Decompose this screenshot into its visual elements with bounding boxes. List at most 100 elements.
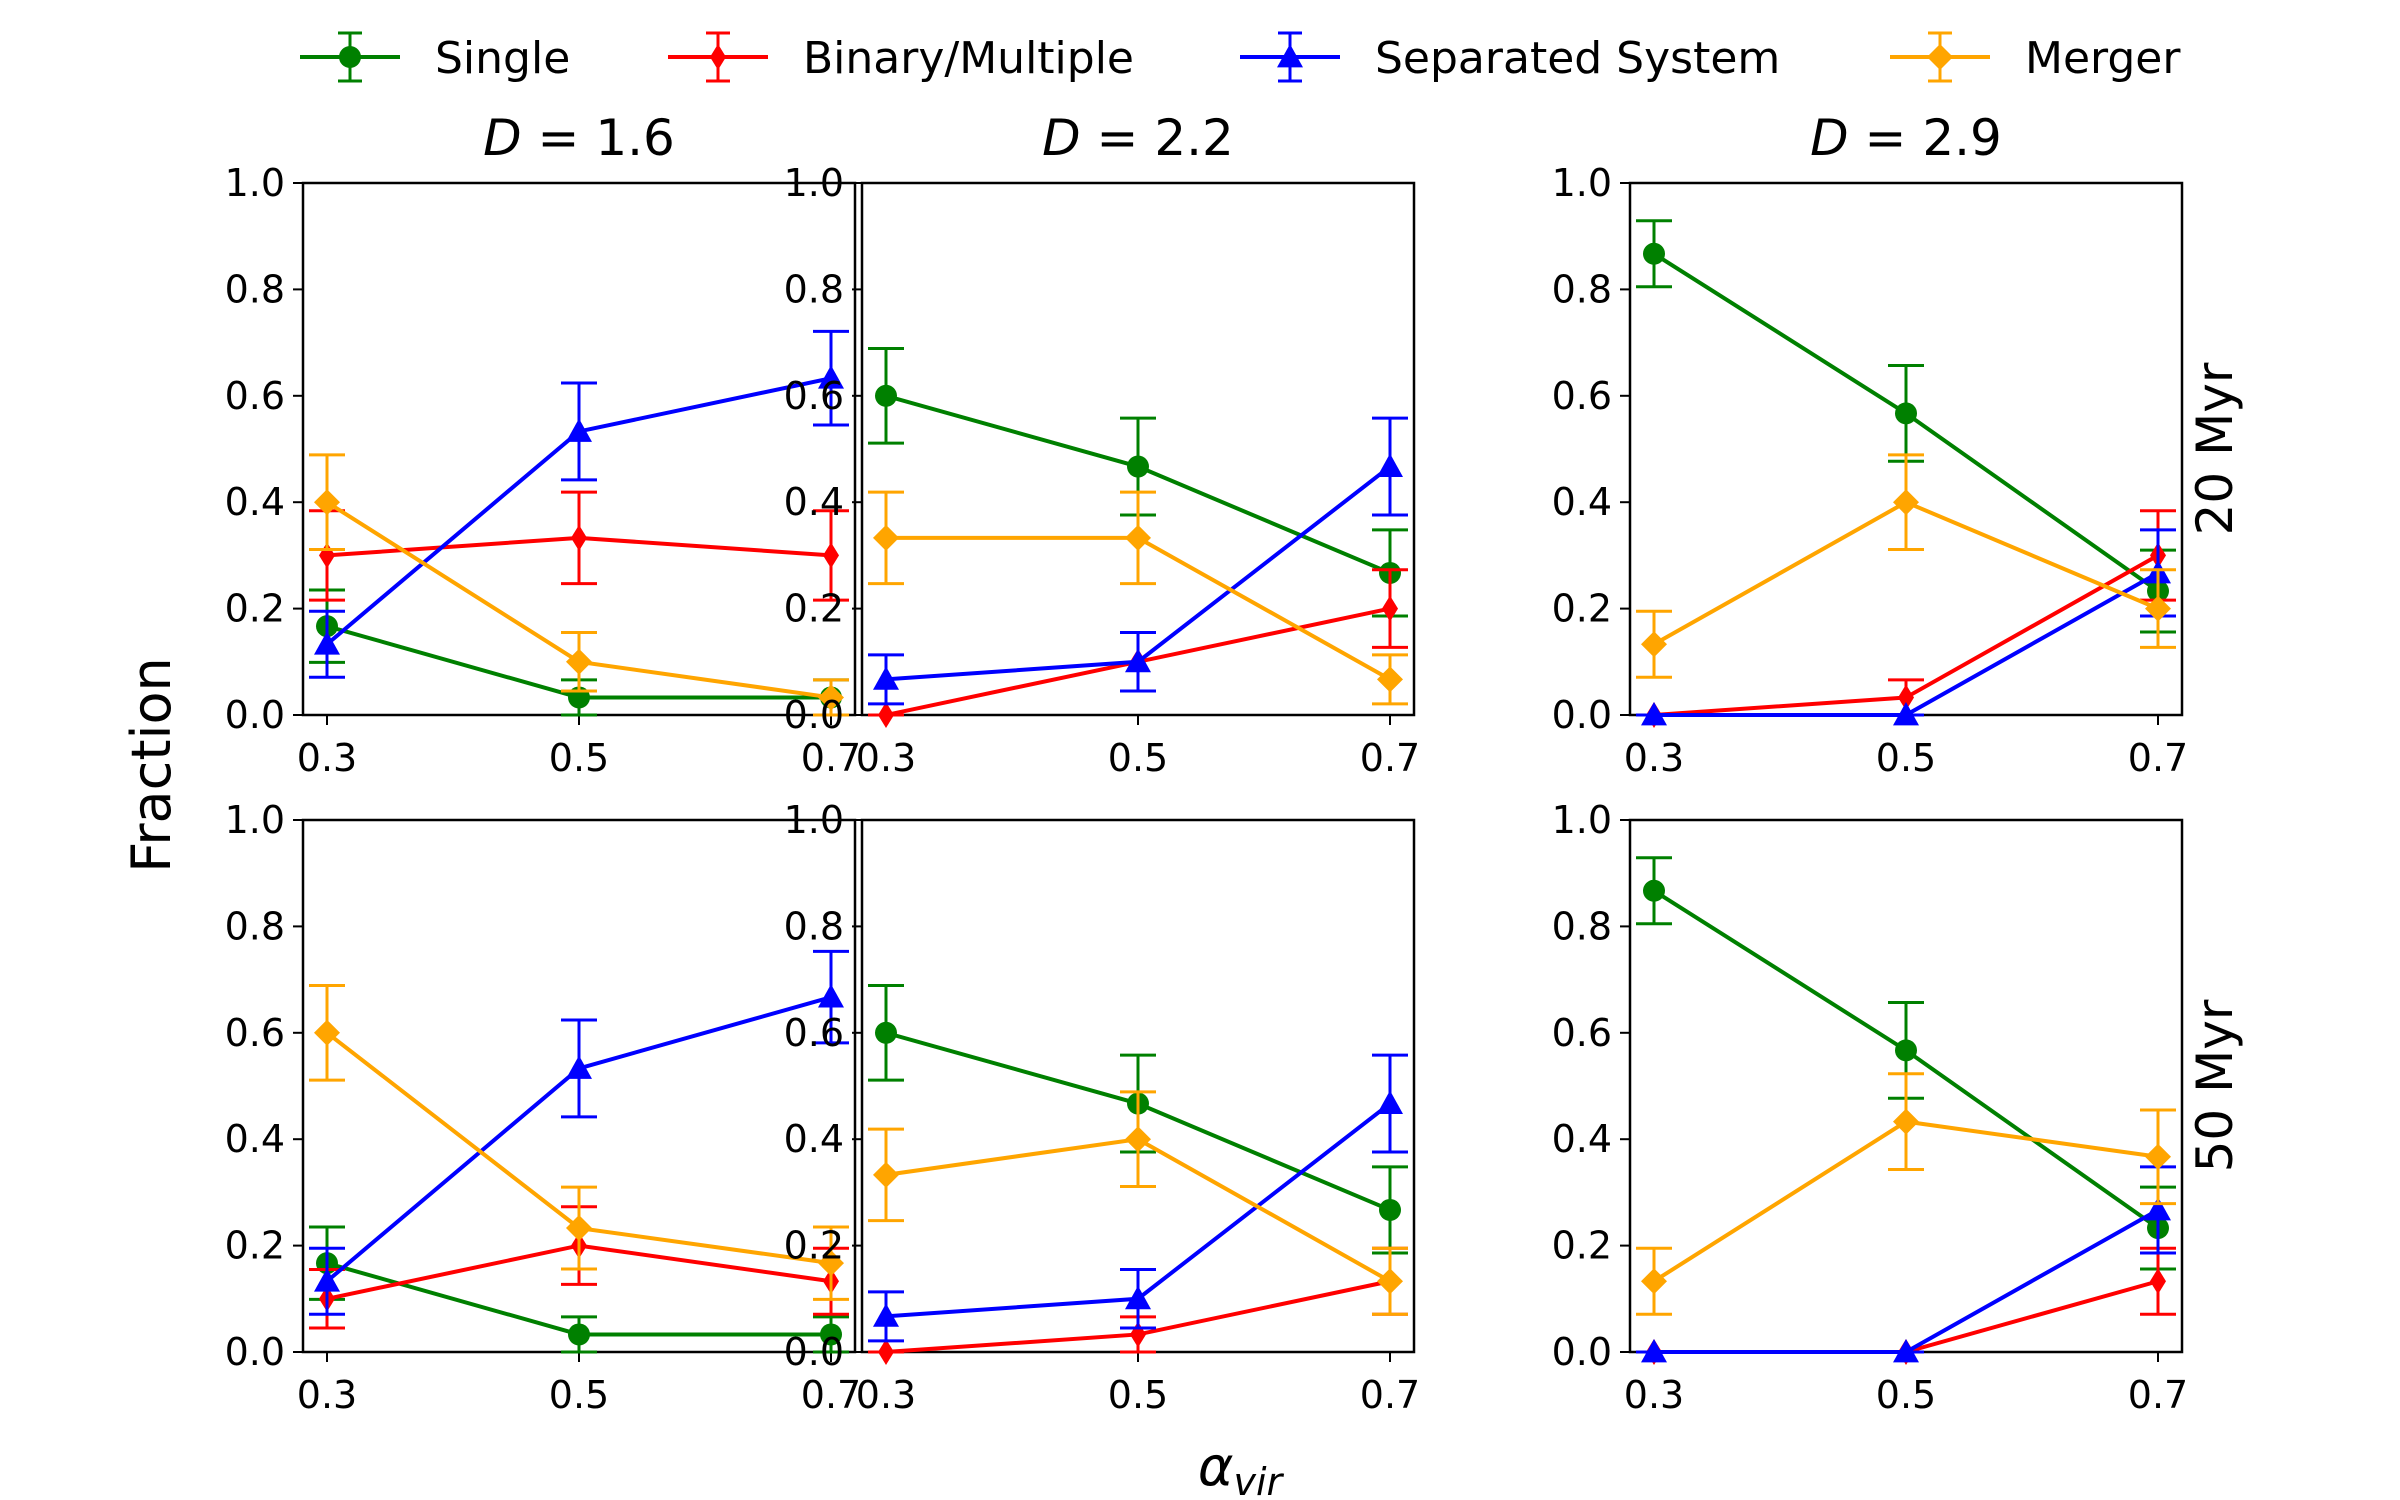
data-point [820, 1323, 842, 1346]
y-tick-label: 1.0 [1552, 161, 1612, 205]
legend-item: Single [300, 31, 570, 84]
panel-grid: 0.0 0.2 0.4 0.6 0.8 1.0 0.3 0.5 0.7 D = 1.6 0.0 0.2… [225, 109, 2244, 1417]
data-point [878, 702, 894, 728]
y-tick-label: 0.4 [784, 480, 844, 524]
data-point [1377, 666, 1403, 693]
data-point [1893, 1108, 1919, 1135]
x-tick-label: 0.7 [1360, 1373, 1420, 1417]
data-point [2150, 1268, 2166, 1295]
series-merger [309, 983, 849, 1301]
panel: 0.0 0.2 0.4 0.6 0.8 1.0 0.3 0.5 0.7 [225, 798, 862, 1417]
data-point [1643, 242, 1665, 265]
data-point [1641, 702, 1667, 726]
legend: Single Binary/Multiple Separated System Mer… [300, 31, 2181, 84]
data-point [314, 489, 340, 516]
y-tick-label: 0.6 [1552, 374, 1612, 418]
y-tick-label: 0.2 [784, 1224, 844, 1268]
data-point [568, 1323, 590, 1346]
column-title-value: = 2.9 [1849, 109, 2002, 167]
column-title: D = 2.9 [1810, 109, 2002, 167]
x-tick-label: 0.5 [549, 1373, 609, 1417]
y-tick-label: 0.4 [1552, 480, 1612, 524]
legend-marker [1927, 44, 1953, 70]
x-tick-label: 0.3 [297, 1373, 357, 1417]
y-tick-label: 0.4 [225, 1117, 285, 1161]
data-point [873, 1161, 899, 1188]
y-tick-label: 0.2 [784, 587, 844, 631]
y-tick-label: 0.0 [225, 693, 285, 737]
column-title-symbol: D [1810, 109, 1849, 167]
series-merger [309, 453, 849, 717]
data-point [818, 684, 844, 711]
y-tick-label: 0.6 [225, 374, 285, 418]
data-point [1125, 648, 1151, 673]
y-tick-label: 1.0 [784, 161, 844, 205]
data-point [1377, 453, 1403, 477]
series-separated-system [868, 416, 1408, 706]
x-tick-label: 0.5 [549, 736, 609, 780]
series-merger [1636, 1072, 2176, 1316]
y-tick-label: 1.0 [225, 161, 285, 205]
y-tick-label: 0.4 [1552, 1117, 1612, 1161]
data-point [1895, 1039, 1917, 1062]
y-tick-label: 1.0 [225, 798, 285, 842]
panel: 0.0 0.2 0.4 0.6 0.8 1.0 0.3 0.5 0.7 D = 2.9 20 Myr [1552, 109, 2244, 780]
data-point [873, 1303, 899, 1327]
x-tick-label: 0.7 [801, 1373, 861, 1417]
data-point [571, 524, 587, 551]
series-separated-system [868, 1053, 1408, 1343]
data-point [566, 1055, 592, 1079]
x-tick-label: 0.5 [1108, 1373, 1168, 1417]
panel: 0.0 0.2 0.4 0.6 0.8 1.0 0.3 0.5 0.7 50 Myr [1552, 798, 2244, 1417]
series-single [309, 1225, 849, 1354]
y-tick-label: 0.2 [1552, 587, 1612, 631]
data-point [1893, 702, 1919, 726]
data-point [1643, 879, 1665, 902]
legend-marker [710, 44, 726, 70]
x-tick-label: 0.5 [1108, 736, 1168, 780]
data-point [1641, 631, 1667, 658]
data-point [1893, 489, 1919, 516]
data-point [878, 1339, 894, 1365]
x-axis-label-symbol: α [1198, 1435, 1234, 1498]
data-point [1898, 684, 1914, 711]
data-point [2145, 1143, 2171, 1170]
data-point [1125, 524, 1151, 551]
series-merger [868, 490, 1408, 706]
y-tick-label: 0.0 [1552, 693, 1612, 737]
legend-label: Merger [2025, 33, 2181, 84]
series-merger [1636, 453, 2176, 679]
column-title-value: = 2.2 [1081, 109, 1234, 167]
data-point [1893, 1339, 1919, 1363]
data-point [873, 524, 899, 551]
data-point [1377, 1268, 1403, 1295]
data-point [823, 542, 839, 569]
x-tick-label: 0.3 [297, 736, 357, 780]
y-tick-label: 0.8 [225, 267, 285, 311]
y-tick-label: 0.8 [784, 267, 844, 311]
x-axis-label-subscript: vir [1233, 1460, 1284, 1500]
series-merger [868, 1090, 1408, 1316]
x-tick-label: 0.7 [1360, 736, 1420, 780]
data-point [1125, 1126, 1151, 1153]
data-point [1382, 595, 1398, 622]
y-tick-label: 1.0 [784, 798, 844, 842]
data-point [566, 1215, 592, 1242]
data-point [875, 1021, 897, 1044]
data-point [873, 666, 899, 690]
series-separated-system [309, 949, 849, 1316]
data-point [1895, 402, 1917, 425]
y-tick-label: 0.4 [784, 1117, 844, 1161]
data-point [566, 648, 592, 675]
data-point [818, 365, 844, 389]
data-point [314, 1019, 340, 1046]
data-point [2145, 595, 2171, 622]
y-tick-label: 0.2 [225, 1224, 285, 1268]
y-tick-label: 0.6 [1552, 1011, 1612, 1055]
series-single [1636, 856, 2176, 1271]
y-tick-label: 0.4 [225, 480, 285, 524]
y-tick-label: 0.2 [1552, 1224, 1612, 1268]
x-tick-label: 0.3 [1624, 1373, 1684, 1417]
data-point [1127, 455, 1149, 478]
